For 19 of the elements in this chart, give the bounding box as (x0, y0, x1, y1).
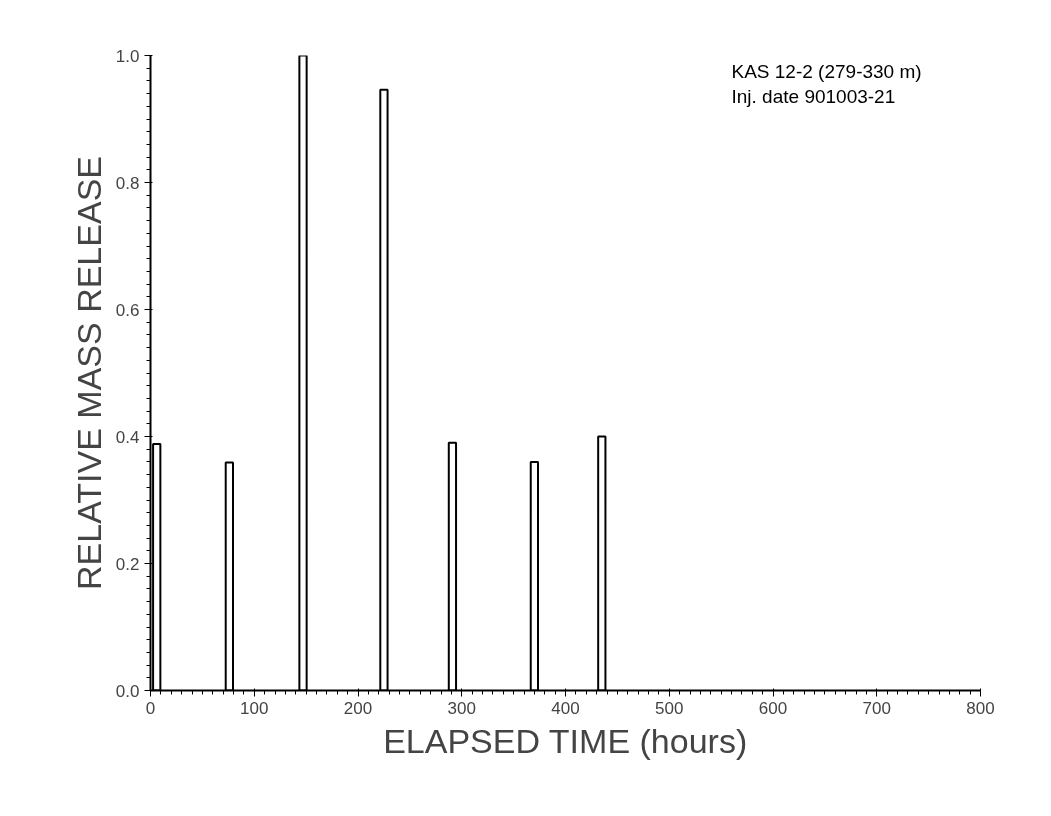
x-tick-label: 700 (862, 698, 891, 718)
x-tick-label: 0 (145, 698, 156, 718)
x-tick-label: 500 (655, 698, 684, 718)
y-tick-label: 0.8 (115, 173, 140, 193)
x-tick-label: 300 (447, 698, 476, 718)
x-tick-label: 400 (551, 698, 580, 718)
x-axis-title: ELAPSED TIME (hours) (383, 721, 748, 760)
y-tick-label: 0.0 (115, 681, 140, 701)
y-tick-label: 1.0 (115, 46, 140, 66)
x-tick-label: 100 (240, 698, 269, 718)
y-tick-label: 0.2 (115, 554, 140, 574)
annotation: KAS 12-2 (279-330 m) (731, 60, 922, 82)
x-tick-label: 200 (343, 698, 373, 718)
annotation: Inj. date 901003-21 (731, 86, 896, 108)
y-tick-label: 0.6 (115, 300, 140, 320)
x-tick-label: 600 (758, 698, 788, 718)
y-tick-label: 0.4 (115, 427, 140, 447)
x-tick-label: 800 (966, 698, 995, 718)
y-axis-title: RELATIVE MASS RELEASE (69, 156, 108, 590)
